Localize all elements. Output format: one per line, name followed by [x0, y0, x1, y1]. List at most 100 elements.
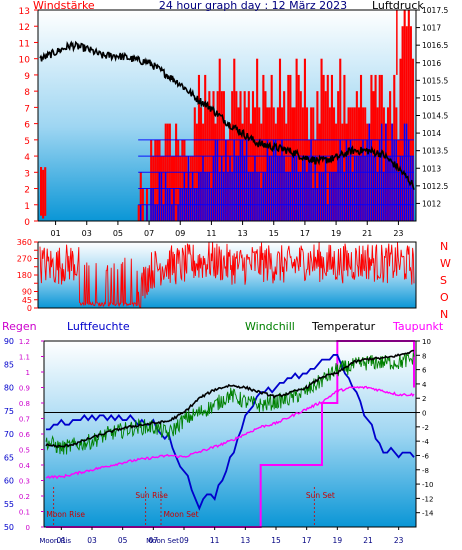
- rain-label: Regen: [2, 320, 37, 333]
- wind-speed-bar: [156, 204, 159, 221]
- hour-tick-label: 09: [175, 229, 185, 238]
- rain-tick-label: 0.5: [19, 447, 30, 455]
- wind-speed-bar: [343, 172, 346, 221]
- wind-speed-bar: [378, 139, 381, 221]
- dewpoint-line: [45, 385, 415, 480]
- humidity-tick-label: 80: [4, 384, 14, 393]
- temp-tick-label: -2: [422, 424, 429, 432]
- wind-speed-bar: [264, 172, 267, 221]
- dewpoint-label: Taupunkt: [392, 320, 444, 333]
- humidity-tick-label: 60: [4, 477, 14, 486]
- wind-speed-bar: [206, 172, 208, 221]
- pressure-tick-label: 1016: [422, 59, 441, 68]
- humidity-tick-label: 85: [4, 360, 14, 369]
- rain-tick-label: 0.9: [19, 385, 30, 393]
- wind-speed-bar: [272, 139, 275, 221]
- rain-tick-label: 0.3: [19, 478, 30, 486]
- hour-tick-label: 01: [57, 536, 67, 545]
- wind-tick-label: 3: [24, 169, 30, 179]
- wind-speed-bar: [154, 204, 156, 221]
- gust-bar: [330, 74, 333, 221]
- pressure-tick-label: 1012.5: [422, 182, 448, 191]
- gust-bar: [40, 166, 43, 216]
- humidity-tick-label: 50: [4, 523, 14, 532]
- wind-speed-bar: [345, 139, 348, 221]
- pressure-tick-label: 1014: [422, 129, 441, 138]
- rain-tick-label: 0.7: [19, 416, 30, 424]
- hour-tick-label: 21: [363, 536, 373, 545]
- wind-speed-bar: [281, 139, 283, 221]
- wind-speed-bar: [287, 172, 289, 221]
- temp-tick-label: -14: [422, 510, 434, 518]
- gust-bar: [374, 74, 377, 221]
- rain-tick-label: 0: [26, 524, 30, 532]
- wind-tick-label: 0: [24, 218, 30, 228]
- direction-tick-label: 270: [17, 255, 32, 264]
- wind-strength-label: Windstärke: [33, 0, 95, 12]
- wind-speed-bar: [245, 139, 248, 221]
- pressure-label: Luftdruck: [372, 0, 424, 12]
- wind-speed-bar: [191, 172, 194, 221]
- wind-speed-bar: [331, 172, 333, 221]
- wind-speed-bar: [297, 172, 300, 221]
- humidity-tick-label: 75: [4, 407, 14, 416]
- humidity-label: Luftfeuchte: [67, 320, 130, 333]
- wind-speed-bar: [146, 204, 148, 221]
- temp-tick-label: -10: [422, 481, 433, 489]
- wind-speed-bar: [247, 172, 250, 221]
- wind-speed-bar: [395, 139, 397, 221]
- pressure-tick-label: 1013: [422, 164, 441, 173]
- pressure-tick-label: 1015.5: [422, 76, 448, 85]
- rain-tick-label: 1: [26, 369, 30, 377]
- gust-bar: [305, 107, 309, 221]
- direction-letter-s: S: [440, 274, 447, 287]
- hour-tick-label: 01: [50, 229, 60, 238]
- wind-speed-bar: [239, 139, 242, 221]
- direction-letter-n: N: [440, 308, 448, 321]
- wind-speed-bar: [227, 172, 229, 221]
- wind-speed-bar: [351, 172, 354, 221]
- gust-bar: [199, 107, 203, 221]
- rain-tick-label: 0.4: [19, 462, 31, 470]
- wind-speed-bar: [329, 172, 331, 221]
- rain-tick-label: 0.8: [19, 400, 30, 408]
- gust-bar: [322, 74, 325, 221]
- gust-bar: [197, 74, 201, 221]
- wind-speed-bar: [333, 172, 335, 221]
- wind-speed-bar: [397, 172, 400, 221]
- hour-tick-label: 09: [179, 536, 189, 545]
- wind-speed-bar: [306, 172, 308, 221]
- hour-tick-label: 23: [393, 229, 403, 238]
- wind-tick-label: 5: [24, 137, 30, 147]
- temp-tick-label: -12: [422, 495, 433, 503]
- gust-bar: [42, 169, 45, 219]
- humidity-tick-label: 90: [4, 337, 14, 346]
- direction-tick-label: 45: [22, 296, 32, 305]
- gust-bar: [154, 139, 157, 221]
- hour-tick-label: 13: [241, 536, 251, 545]
- wind-tick-label: 11: [19, 39, 30, 49]
- rain-tick-label: 1.1: [19, 354, 30, 362]
- hour-tick-label: 11: [210, 536, 220, 545]
- wind-speed-bar: [250, 172, 252, 221]
- gust-bar: [181, 139, 184, 221]
- wind-speed-bar: [218, 172, 221, 221]
- gust-bar: [297, 74, 300, 221]
- direction-tick-label: 0: [27, 304, 32, 313]
- wind-speed-bar: [383, 172, 385, 221]
- direction-letter-o: O: [440, 291, 449, 304]
- humidity-tick-label: 70: [4, 430, 14, 439]
- wind-speed-bar: [326, 204, 329, 221]
- direction-letter-w: W: [440, 257, 451, 270]
- wind-speed-bar: [158, 172, 161, 221]
- hour-tick-label: 15: [269, 229, 279, 238]
- gust-bar: [376, 107, 379, 221]
- wind-tick-label: 8: [24, 88, 30, 98]
- temperature-line: [45, 349, 415, 449]
- wind-speed-bar: [289, 172, 292, 221]
- direction-tick-label: 180: [17, 271, 32, 280]
- gust-bar: [409, 26, 412, 221]
- temp-tick-label: 6: [422, 367, 427, 375]
- wind-speed-bar: [164, 172, 167, 221]
